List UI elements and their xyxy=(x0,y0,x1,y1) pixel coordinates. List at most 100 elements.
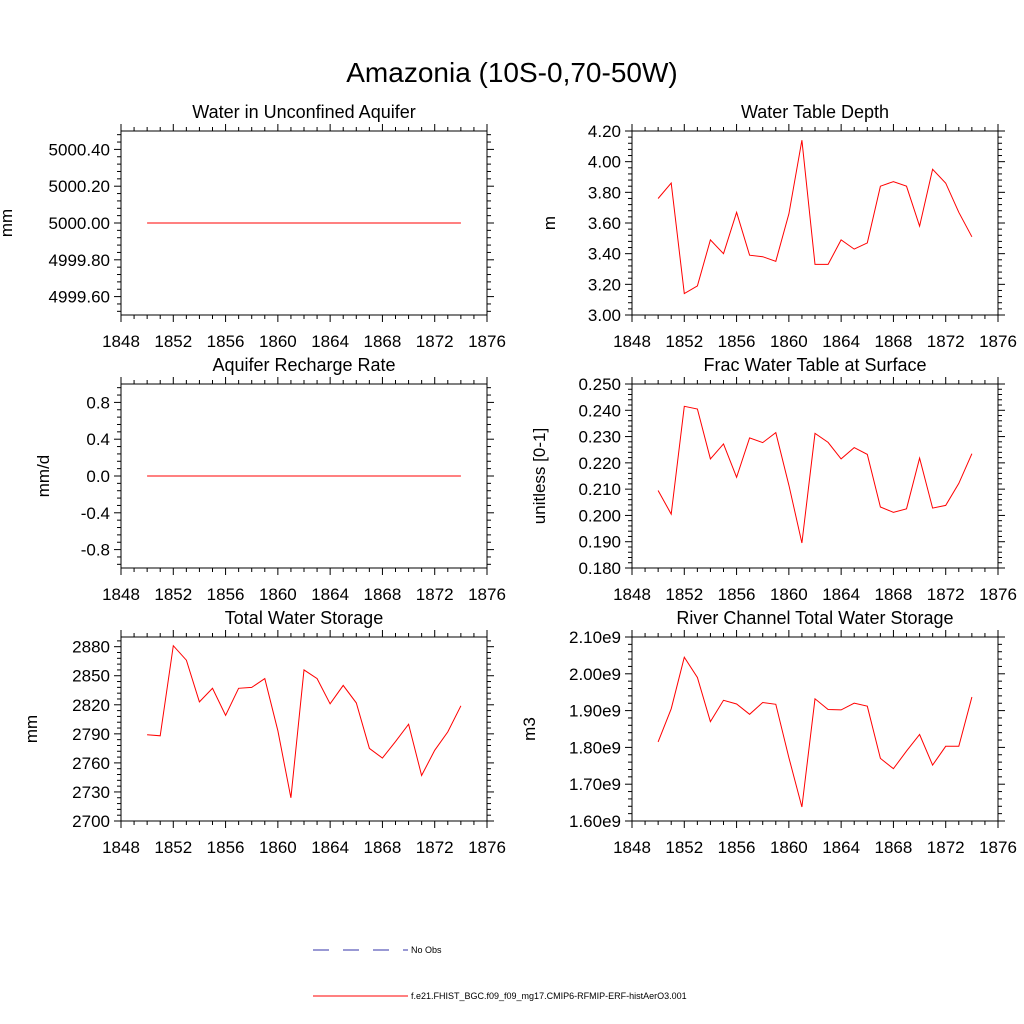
x-tick-label: 1864 xyxy=(822,332,860,351)
y-tick-label: 2790 xyxy=(72,725,110,744)
panel-title: Water Table Depth xyxy=(741,102,889,122)
panel-title: Frac Water Table at Surface xyxy=(703,355,926,375)
x-tick-label: 1876 xyxy=(979,838,1017,857)
x-tick-label: 1848 xyxy=(613,585,651,604)
y-axis-label: m3 xyxy=(520,717,539,741)
x-tick-label: 1852 xyxy=(665,838,703,857)
x-tick-label: 1852 xyxy=(154,838,192,857)
y-axis-label: mm xyxy=(0,209,16,237)
y-tick-label: 2820 xyxy=(72,696,110,715)
x-tick-label: 1860 xyxy=(770,332,808,351)
series-line xyxy=(147,644,462,798)
y-tick-label: 2.00e9 xyxy=(569,665,621,684)
x-tick-label: 1860 xyxy=(770,585,808,604)
panels: Water in Unconfined Aquifer 1848 1852 1856 1… xyxy=(0,102,1017,857)
y-tick-label: 2730 xyxy=(72,783,110,802)
y-tick-label: 2850 xyxy=(72,667,110,686)
x-tick-label: 1872 xyxy=(416,585,454,604)
y-tick-label: -0.4 xyxy=(81,504,110,523)
x-tick-label: 1852 xyxy=(665,585,703,604)
y-tick-label: 5000.40 xyxy=(49,140,110,159)
x-tick-label: 1852 xyxy=(665,332,703,351)
x-tick-label: 1852 xyxy=(154,585,192,604)
x-tick-label: 1860 xyxy=(259,838,297,857)
x-tick-label: 1872 xyxy=(927,332,965,351)
y-axis-label: mm/d xyxy=(34,455,53,498)
x-tick-label: 1864 xyxy=(822,838,860,857)
y-tick-label: 1.70e9 xyxy=(569,775,621,794)
y-tick-label: 3.00 xyxy=(588,306,621,325)
y-tick-label: 0.4 xyxy=(86,430,110,449)
chart-panel-3: Aquifer Recharge Rate 1848 1852 1856 1860 186… xyxy=(34,355,506,604)
legend: No Obs f.e21.FHIST_BGC.f09_f09_mg17.CMIP… xyxy=(313,945,687,1001)
y-tick-label: 4999.80 xyxy=(49,251,110,270)
series-line xyxy=(657,655,973,808)
y-tick-label: 0.190 xyxy=(578,533,621,552)
panel-title: Water in Unconfined Aquifer xyxy=(192,102,415,122)
chart-panel-6: River Channel Total Water Storage 1848 185… xyxy=(520,608,1017,857)
figure-title: Amazonia (10S-0,70-50W) xyxy=(346,57,677,88)
y-tick-label: 4999.60 xyxy=(49,288,110,307)
x-tick-label: 1868 xyxy=(364,585,402,604)
plot-frame xyxy=(631,383,999,569)
plot-frame xyxy=(120,636,488,822)
plot-frame xyxy=(631,636,999,822)
x-tick-label: 1876 xyxy=(979,332,1017,351)
x-tick-label: 1856 xyxy=(718,332,756,351)
y-tick-label: 1.80e9 xyxy=(569,738,621,757)
y-tick-label: 0.8 xyxy=(86,393,110,412)
x-tick-label: 1868 xyxy=(875,332,913,351)
legend-obs-label: No Obs xyxy=(411,945,442,955)
x-tick-label: 1856 xyxy=(207,585,245,604)
y-tick-label: 2.10e9 xyxy=(569,628,621,647)
x-tick-label: 1860 xyxy=(259,585,297,604)
y-tick-label: 4.20 xyxy=(588,122,621,141)
x-tick-label: 1848 xyxy=(613,838,651,857)
x-tick-label: 1876 xyxy=(468,585,506,604)
y-tick-label: 0.250 xyxy=(578,375,621,394)
y-tick-label: 5000.20 xyxy=(49,177,110,196)
x-tick-label: 1848 xyxy=(102,332,140,351)
y-axis-label: m xyxy=(540,216,559,230)
x-tick-label: 1872 xyxy=(927,585,965,604)
y-tick-label: 0.210 xyxy=(578,480,621,499)
y-tick-label: 0.220 xyxy=(578,454,621,473)
x-tick-label: 1856 xyxy=(718,585,756,604)
y-tick-label: -0.8 xyxy=(81,541,110,560)
x-tick-label: 1868 xyxy=(875,585,913,604)
x-tick-label: 1876 xyxy=(468,332,506,351)
y-tick-label: 3.20 xyxy=(588,275,621,294)
plot-frame xyxy=(631,130,999,316)
x-tick-label: 1864 xyxy=(822,585,860,604)
x-tick-label: 1868 xyxy=(875,838,913,857)
x-tick-label: 1864 xyxy=(311,838,349,857)
y-tick-label: 4.00 xyxy=(588,153,621,172)
chart-panel-4: Frac Water Table at Surface 1848 1852 1856 1… xyxy=(530,355,1017,604)
x-tick-label: 1864 xyxy=(311,332,349,351)
y-tick-label: 0.0 xyxy=(86,467,110,486)
x-tick-label: 1872 xyxy=(416,838,454,857)
x-tick-label: 1860 xyxy=(259,332,297,351)
y-tick-label: 2880 xyxy=(72,638,110,657)
x-tick-label: 1868 xyxy=(364,332,402,351)
panel-title: River Channel Total Water Storage xyxy=(676,608,953,628)
x-tick-label: 1856 xyxy=(718,838,756,857)
x-tick-label: 1876 xyxy=(468,838,506,857)
y-tick-label: 0.240 xyxy=(578,401,621,420)
y-tick-label: 2760 xyxy=(72,754,110,773)
y-tick-label: 3.60 xyxy=(588,214,621,233)
panel-title: Aquifer Recharge Rate xyxy=(212,355,395,375)
chart-panel-5: Total Water Storage 1848 1852 1856 1860 1864 1… xyxy=(22,608,506,857)
x-tick-label: 1876 xyxy=(979,585,1017,604)
x-tick-label: 1848 xyxy=(102,838,140,857)
x-tick-label: 1856 xyxy=(207,838,245,857)
y-tick-label: 0.200 xyxy=(578,506,621,525)
x-tick-label: 1868 xyxy=(364,838,402,857)
y-axis-label: mm xyxy=(22,715,41,743)
x-tick-label: 1848 xyxy=(102,585,140,604)
y-tick-label: 3.40 xyxy=(588,245,621,264)
y-axis-label: unitless [0-1] xyxy=(530,428,549,524)
series-line xyxy=(657,405,973,544)
y-tick-label: 0.180 xyxy=(578,559,621,578)
